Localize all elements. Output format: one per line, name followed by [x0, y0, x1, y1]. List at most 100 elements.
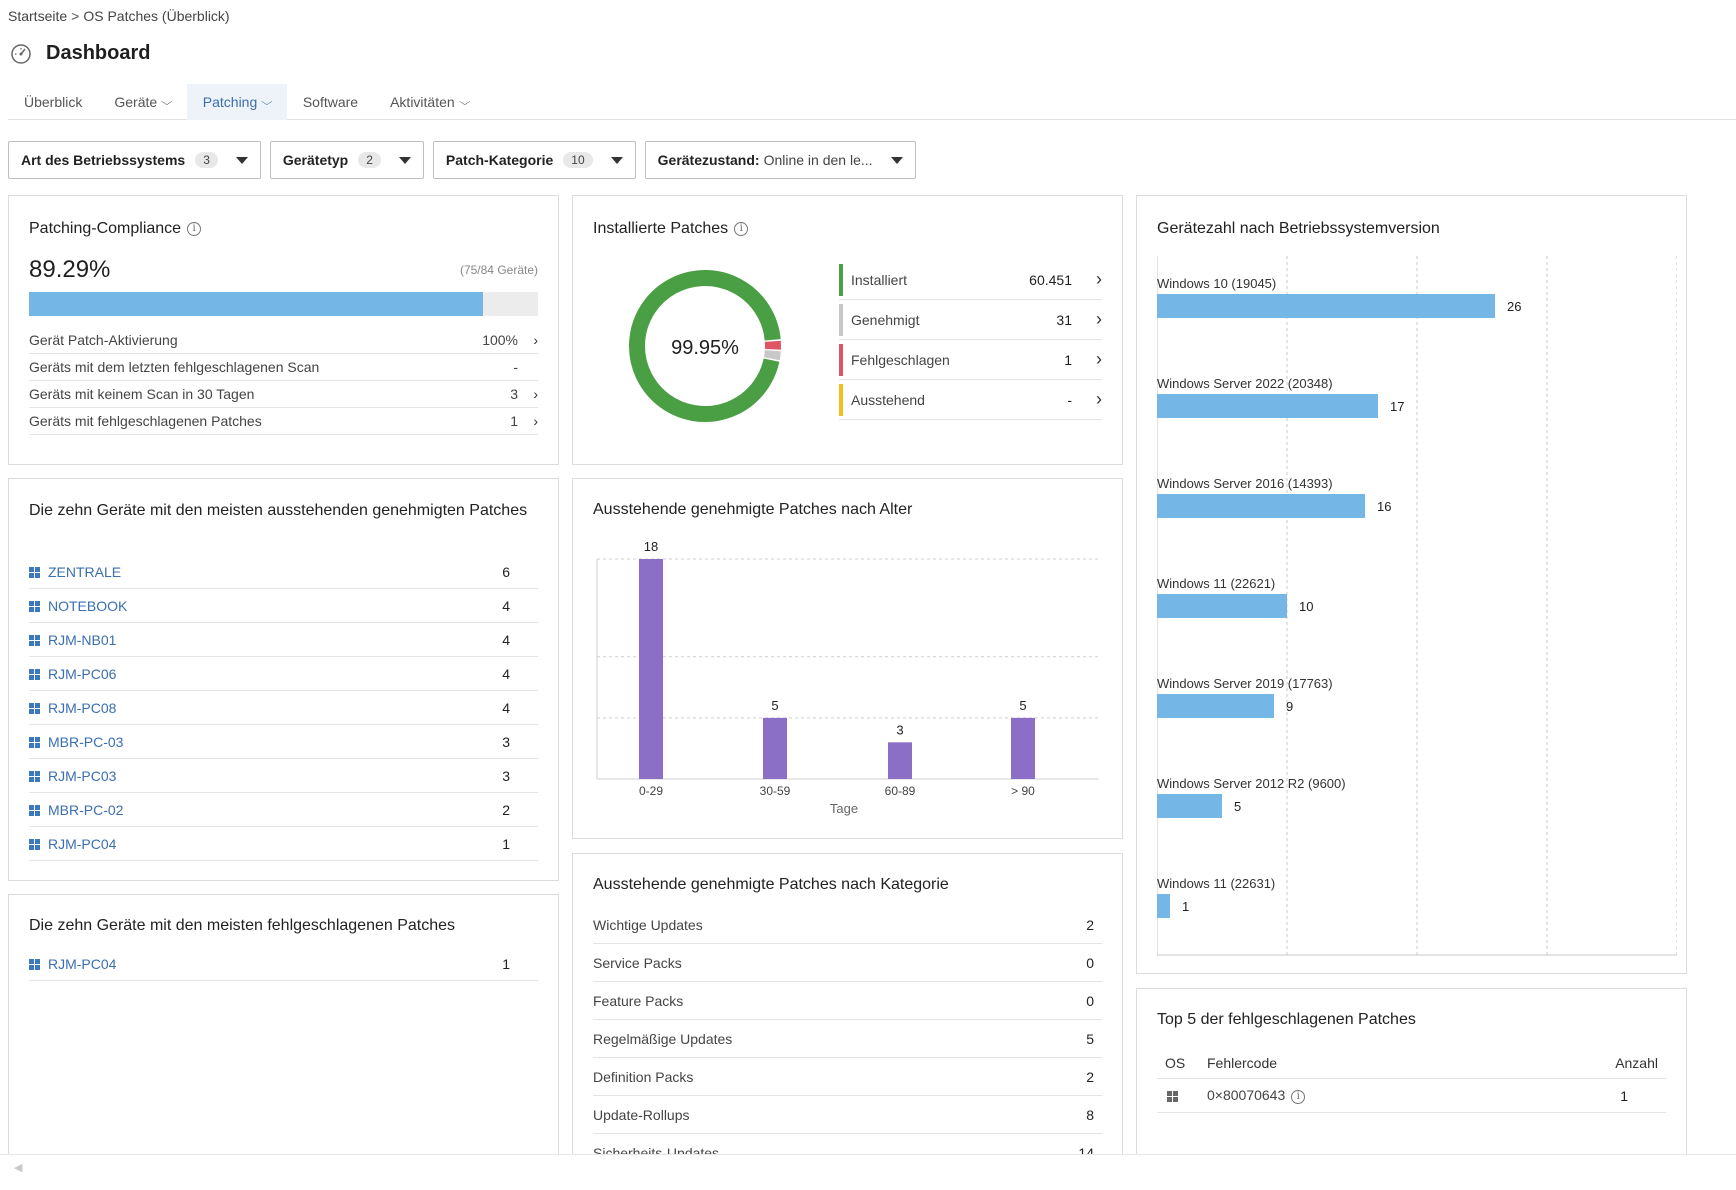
device-link[interactable]: MBR-PC-02	[48, 801, 124, 818]
device-row[interactable]: MBR-PC-03 3	[29, 725, 538, 759]
legend-item-installiert[interactable]: Installiert 60.451 ›	[839, 260, 1102, 300]
compliance-row[interactable]: Geräts mit fehlgeschlagenen Patches 1 ›	[29, 408, 538, 435]
device-row[interactable]: RJM-PC08 4	[29, 691, 538, 725]
device-row[interactable]: RJM-NB01 4	[29, 623, 538, 657]
windows-icon	[29, 839, 40, 851]
os-version-bar[interactable]	[1157, 494, 1365, 518]
device-name-cell: RJM-PC04	[29, 956, 502, 972]
donut-slice-installiert[interactable]	[629, 270, 781, 422]
x-tick-label: 60-89	[885, 784, 916, 798]
category-row: Feature Packs 0	[593, 982, 1102, 1020]
os-version-label: Windows 11 (22631)	[1157, 876, 1275, 891]
windows-icon	[29, 737, 40, 749]
os-version-bar[interactable]	[1157, 394, 1378, 418]
compliance-row: Geräts mit dem letzten fehlgeschlagenen …	[29, 354, 538, 381]
chevron-right-icon[interactable]: ›	[1096, 309, 1102, 329]
device-link[interactable]: MBR-PC-03	[48, 733, 124, 750]
compliance-title: Patching-Compliance i	[29, 220, 202, 238]
device-link[interactable]: ZENTRALE	[48, 563, 122, 580]
chevron-right-icon[interactable]: ›	[1096, 349, 1102, 369]
tab-aktivitäten[interactable]: Aktivitäten ⌵	[374, 84, 484, 120]
horizontal-scrollbar[interactable]: ◀	[0, 1154, 1736, 1190]
os-version-bar[interactable]	[1157, 794, 1222, 818]
legend-item-genehmigt[interactable]: Genehmigt 31 ›	[839, 300, 1102, 340]
filter-patch-category[interactable]: Patch-Kategorie 10	[432, 141, 636, 179]
filter-device-state[interactable]: Gerätezustand: Online in den le...	[644, 141, 916, 179]
age-bar[interactable]	[1011, 717, 1035, 779]
chevron-right-icon[interactable]: ›	[533, 413, 538, 429]
category-row: Wichtige Updates 2	[593, 906, 1102, 944]
tab-patching[interactable]: Patching ⌵	[186, 84, 287, 120]
chevron-right-icon[interactable]: ›	[1096, 269, 1102, 289]
tab-software[interactable]: Software	[287, 84, 374, 120]
category-row: Definition Packs 2	[593, 1058, 1102, 1096]
chevron-right-icon[interactable]: ›	[533, 386, 538, 402]
legend-item-ausstehend[interactable]: Ausstehend - ›	[839, 380, 1102, 420]
tab-überblick[interactable]: Überblick	[8, 84, 98, 120]
device-count: 4	[502, 665, 510, 682]
os-version-value-label: 5	[1234, 799, 1241, 814]
x-axis-label: Tage	[830, 801, 858, 816]
compliance-row-value: 1	[510, 413, 518, 429]
scroll-left-icon[interactable]: ◀	[14, 1162, 23, 1174]
age-bar[interactable]	[763, 717, 787, 779]
os-version-bar[interactable]	[1157, 294, 1495, 318]
tab-geräte[interactable]: Geräte ⌵	[98, 84, 186, 120]
filter-device-state-value: Online in den le...	[763, 152, 873, 168]
legend-value: -	[1067, 391, 1072, 408]
compliance-row-label: Geräts mit dem letzten fehlgeschlagenen …	[29, 359, 320, 375]
age-bar[interactable]	[639, 559, 663, 779]
device-row[interactable]: RJM-PC03 3	[29, 759, 538, 793]
device-count: 2	[502, 801, 510, 818]
device-row[interactable]: NOTEBOOK 4	[29, 589, 538, 623]
filter-device-type[interactable]: Gerätetyp 2	[269, 141, 424, 179]
page-title: Dashboard	[46, 42, 151, 64]
legend-value: 60.451	[1029, 271, 1072, 288]
os-version-label: Windows Server 2022 (20348)	[1157, 376, 1333, 391]
donut-slice-genehmigt[interactable]	[763, 350, 781, 361]
device-link[interactable]: RJM-NB01	[48, 631, 117, 648]
compliance-row[interactable]: Geräts mit keinem Scan in 30 Tagen 3 ›	[29, 381, 538, 408]
device-link[interactable]: RJM-PC04	[48, 835, 117, 852]
x-tick-label: > 90	[1011, 784, 1035, 798]
os-version-bar[interactable]	[1157, 594, 1287, 618]
tab-bar: Überblick Geräte ⌵ Patching ⌵ Software Aktivit…	[8, 84, 1736, 120]
legend-value: 31	[1056, 311, 1072, 328]
compliance-card: Patching-Compliance i 89.29% (75/84 Gerät…	[8, 195, 559, 465]
device-row[interactable]: ZENTRALE 6	[29, 555, 538, 589]
compliance-row[interactable]: Gerät Patch-Aktivierung 100% ›	[29, 327, 538, 354]
info-icon[interactable]: i	[187, 221, 202, 236]
device-link[interactable]: RJM-PC03	[48, 767, 117, 784]
age-bar-value-label: 18	[644, 539, 658, 554]
windows-icon	[29, 635, 40, 647]
compliance-row-label: Geräts mit keinem Scan in 30 Tagen	[29, 386, 255, 402]
pending-by-age-title: Ausstehende genehmigte Patches nach Alte…	[593, 501, 913, 518]
chevron-down-icon: ⌵	[161, 96, 173, 108]
device-link[interactable]: RJM-PC04	[48, 955, 117, 972]
breadcrumb-current: OS Patches (Überblick)	[83, 8, 230, 24]
device-link[interactable]: NOTEBOOK	[48, 597, 128, 614]
device-row[interactable]: MBR-PC-02 2	[29, 793, 538, 827]
info-icon[interactable]: i	[1291, 1089, 1306, 1104]
age-bar[interactable]	[888, 742, 912, 779]
compliance-row-value: 3	[510, 386, 518, 402]
filter-os-type[interactable]: Art des Betriebssystems 3	[8, 141, 261, 179]
breadcrumb-home-link[interactable]: Startseite	[8, 8, 68, 24]
filter-patch-category-label: Patch-Kategorie	[445, 152, 554, 168]
device-count: 4	[502, 631, 510, 648]
info-icon[interactable]: i	[734, 221, 749, 236]
os-version-bar[interactable]	[1157, 894, 1170, 918]
device-link[interactable]: RJM-PC08	[48, 699, 117, 716]
category-label: Definition Packs	[593, 1068, 694, 1085]
device-link[interactable]: RJM-PC06	[48, 665, 117, 682]
chevron-down-icon: ⌵	[458, 96, 471, 108]
legend-item-fehlgeschlagen[interactable]: Fehlgeschlagen 1 ›	[839, 340, 1102, 380]
device-row[interactable]: RJM-PC06 4	[29, 657, 538, 691]
device-row[interactable]: RJM-PC04 1	[29, 827, 538, 861]
chevron-right-icon[interactable]: ›	[1096, 389, 1102, 409]
os-version-bar[interactable]	[1157, 694, 1274, 718]
chevron-right-icon[interactable]: ›	[533, 332, 538, 348]
device-row[interactable]: RJM-PC04 1	[29, 947, 538, 981]
compliance-percent: 89.29%	[29, 256, 111, 283]
device-count: 6	[502, 563, 510, 580]
